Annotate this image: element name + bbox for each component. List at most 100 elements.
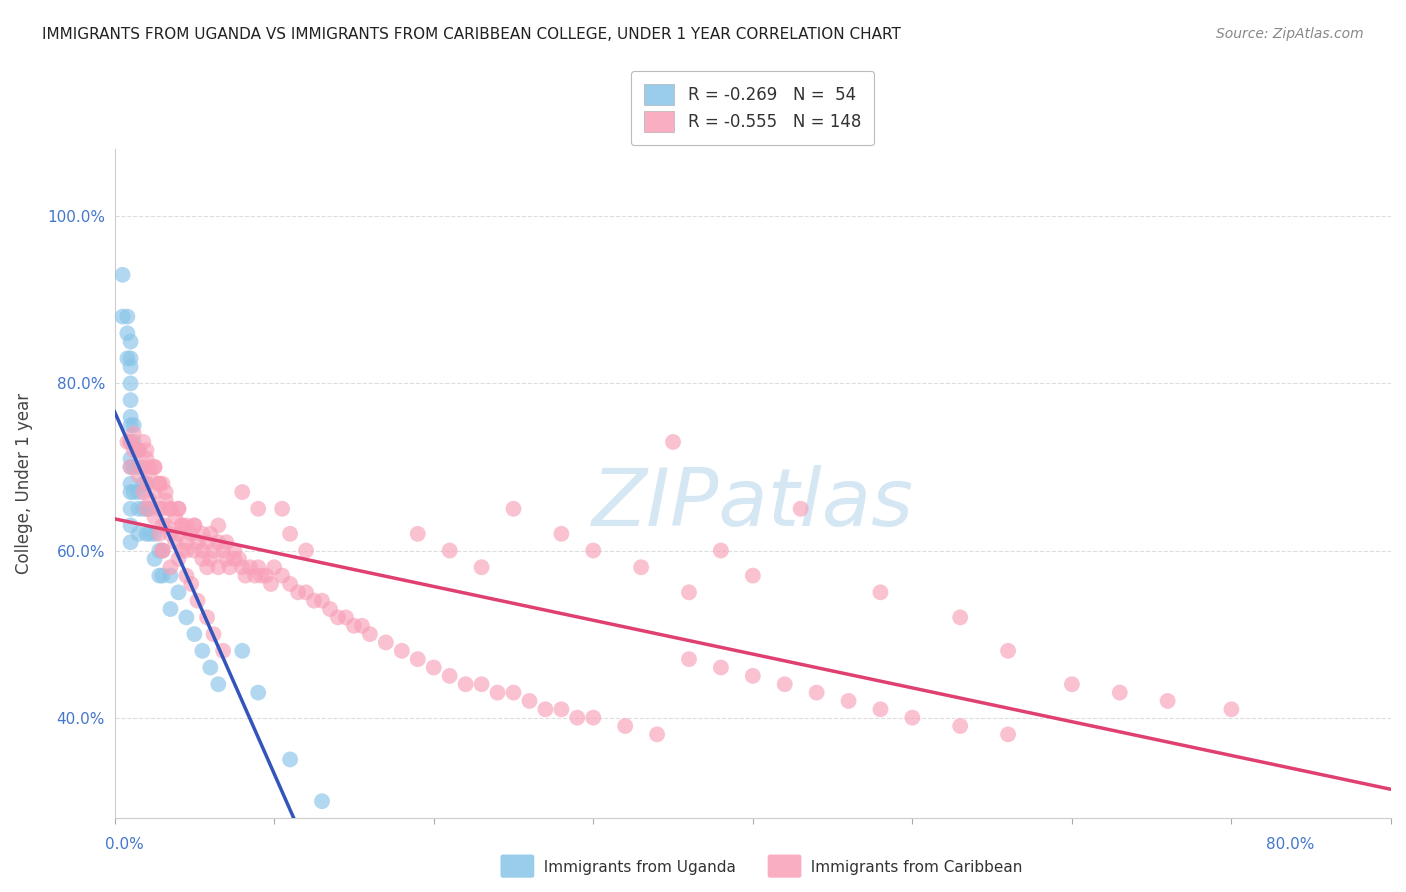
Point [406,652,429,666]
Point [120,418,142,433]
Point [582,711,605,725]
Point [135,451,157,466]
Point [678,585,700,599]
Point [120,434,142,449]
Point [143,510,166,524]
Point [176,543,198,558]
Point [278,577,301,591]
Point [120,518,142,533]
Point [869,585,891,599]
Text: Source: ZipAtlas.com: Source: ZipAtlas.com [1216,27,1364,41]
Point [128,443,150,458]
Point [152,476,174,491]
Text: Immigrants from Uganda: Immigrants from Uganda [534,860,737,874]
Point [207,560,229,574]
Point [138,468,160,483]
Point [187,593,209,607]
Text: 80.0%: 80.0% [1267,837,1315,852]
Point [1060,677,1083,691]
Point [215,535,238,549]
Point [122,418,145,433]
Point [167,501,190,516]
Point [148,543,170,558]
Point [159,526,181,541]
Point [200,552,222,566]
Point [148,476,170,491]
Point [138,460,160,475]
Point [132,434,155,449]
Point [207,677,229,691]
Point [486,685,509,699]
Point [128,460,150,475]
Point [187,535,209,549]
Point [165,535,187,549]
Point [155,493,177,508]
Point [120,434,142,449]
Point [148,568,170,582]
Point [183,518,205,533]
Point [148,476,170,491]
Point [152,518,174,533]
Point [200,526,222,541]
Point [454,677,477,691]
Point [202,543,225,558]
Point [326,610,349,624]
Point [231,560,253,574]
Point [159,501,181,516]
Point [167,526,190,541]
Point [120,485,142,500]
Point [260,577,283,591]
Point [135,476,157,491]
Point [132,485,155,500]
Point [191,644,214,658]
Point [159,602,181,616]
Point [120,359,142,374]
Point [502,501,524,516]
Legend: R = -0.269   N =  54, R = -0.555   N = 148: R = -0.269 N = 54, R = -0.555 N = 148 [631,70,875,145]
Point [789,501,811,516]
Point [120,351,142,366]
Point [271,501,294,516]
Point [159,560,181,574]
Point [122,485,145,500]
Point [582,543,605,558]
Point [117,434,139,449]
Point [143,526,166,541]
Point [167,501,190,516]
Point [170,518,193,533]
Point [180,526,202,541]
Point [183,627,205,641]
Point [224,543,246,558]
Point [120,393,142,408]
Point [710,543,733,558]
Point [128,443,150,458]
Point [311,794,333,808]
Point [231,485,253,500]
Point [120,460,142,475]
Point [550,702,572,716]
Point [195,560,218,574]
Point [406,526,429,541]
Point [901,711,924,725]
Point [180,577,202,591]
Point [678,652,700,666]
Point [122,434,145,449]
Point [120,460,142,475]
Point [295,543,318,558]
Point [138,526,160,541]
Point [271,568,294,582]
Point [167,552,190,566]
Point [111,310,134,324]
Point [278,526,301,541]
Point [391,644,413,658]
Point [128,468,150,483]
Point [200,660,222,674]
Point [710,660,733,674]
Point [247,685,270,699]
Point [143,485,166,500]
Point [152,543,174,558]
Point [120,334,142,349]
Point [152,568,174,582]
Point [191,552,214,566]
Point [120,501,142,516]
